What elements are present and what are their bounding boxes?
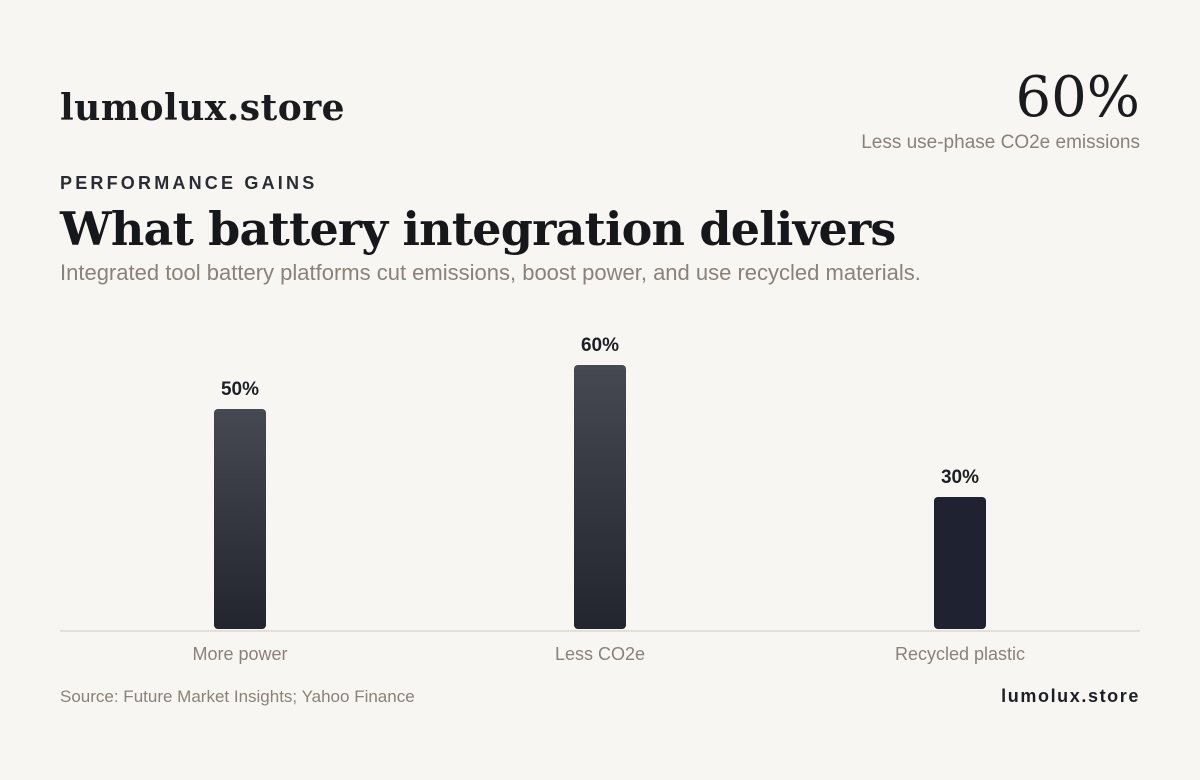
labels-layer: 50% More power 60% Less CO2e 30% Recycled pla… bbox=[192, 335, 1025, 664]
brand-logo: lumolux.store bbox=[60, 87, 346, 129]
bar-more-power bbox=[214, 409, 266, 629]
bar-value-label: 30% bbox=[941, 467, 979, 488]
bar-recycled-plastic bbox=[934, 497, 986, 629]
footer-brand: lumolux.store bbox=[1001, 686, 1140, 706]
headline-stat-value: 60% bbox=[1015, 65, 1140, 130]
bar-less-co2e bbox=[574, 365, 626, 629]
x-tick-label: Recycled plastic bbox=[895, 644, 1025, 664]
source-note: Source: Future Market Insights; Yahoo Fi… bbox=[60, 687, 415, 706]
bar-value-label: 60% bbox=[581, 335, 619, 356]
chart-subtitle: Integrated tool battery platforms cut em… bbox=[60, 260, 921, 285]
bars-layer bbox=[214, 365, 986, 629]
bar-value-label: 50% bbox=[221, 379, 259, 400]
x-tick-label: Less CO2e bbox=[555, 644, 645, 664]
section-eyebrow: PERFORMANCE GAINS bbox=[60, 173, 318, 193]
headline-stat-label: Less use-phase CO2e emissions bbox=[861, 132, 1140, 153]
x-tick-label: More power bbox=[192, 644, 287, 664]
chart-title: What battery integration delivers bbox=[60, 202, 896, 256]
